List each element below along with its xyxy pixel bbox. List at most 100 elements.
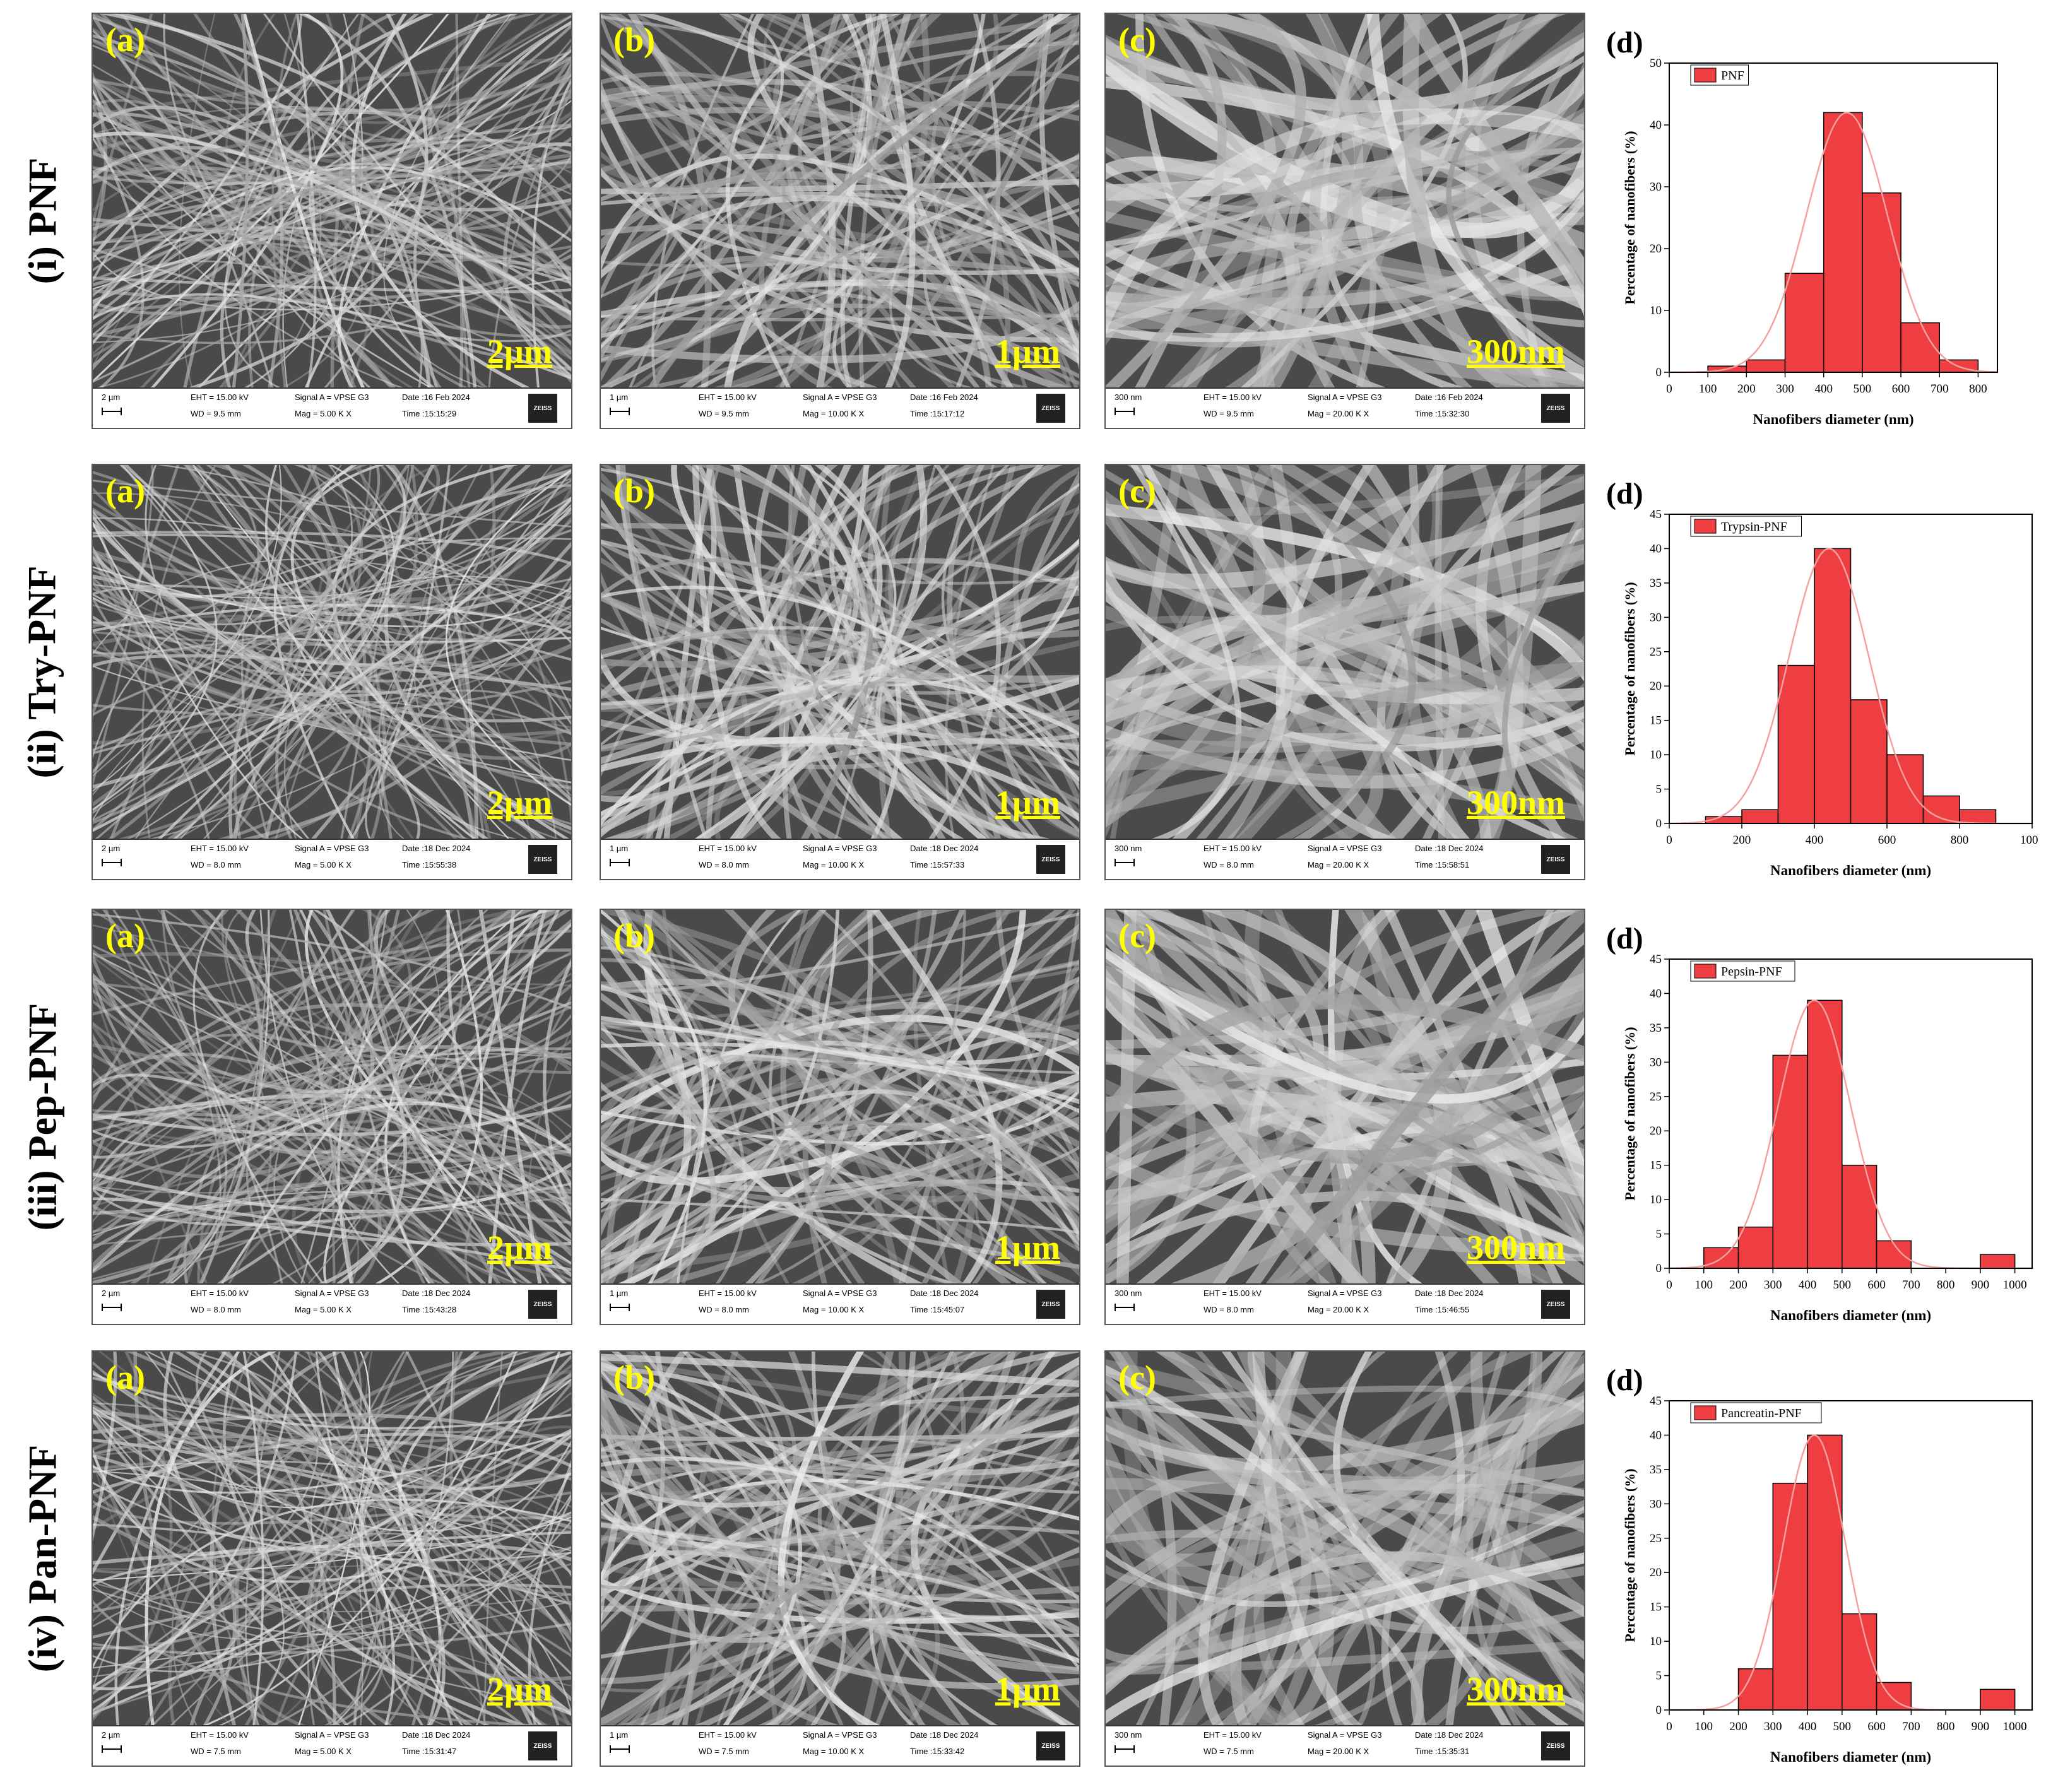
x-tick-label: 400 [1814,382,1833,396]
sem-info-signal: Signal A = VPSE G3 [295,1288,369,1298]
y-tick-label: 20 [1650,680,1662,693]
sem-info-eht: EHT = 15.00 kV [699,1288,757,1298]
sem-info-wd: WD = 9.5 mm [699,409,749,418]
y-tick-label: 50 [1650,57,1662,70]
sem-info-signal: Signal A = VPSE G3 [1308,844,1382,853]
x-tick-label: 900 [1972,1720,1990,1733]
sem-info-bar: 2 µm [102,844,121,853]
row-label-text: (i) PNF [20,157,64,285]
fiber-texture [93,910,571,1287]
plot-frame [1669,958,2033,1269]
sem-info-bar: 2 µm EHT = 15.00 kV WD = 7.5 mm Signal A = … [93,1725,571,1765]
sem-info-eht: EHT = 15.00 kV [1203,1288,1262,1298]
sem-info-wd: WD = 7.5 mm [191,1747,241,1756]
y-tick-label: 35 [1650,577,1662,590]
y-tick-label: 10 [1650,1635,1662,1648]
sem-image: (b) 1µm 1 µm EHT = 15.00 kV WD = 8.0 mm Signa… [600,909,1080,1325]
scale-bar-icon [1115,1745,1135,1753]
sem-info-mag: Mag = 10.00 K X [803,409,865,418]
sem-info-time: Time :15:33:42 [910,1747,965,1756]
zeiss-logo: ZEISS [528,394,557,423]
sem-image: (b) 1µm 1 µm EHT = 15.00 kV WD = 7.5 mm Signa… [600,1350,1080,1767]
sem-info-bar: 2 µm [102,1730,121,1740]
histogram-bar [1807,999,1843,1269]
legend-box [1690,516,1802,537]
histogram-bar [1980,1254,2016,1269]
sem-info-eht: EHT = 15.00 kV [191,1730,249,1740]
row-label: (i) PNF [14,13,71,429]
sem-info-signal: Signal A = VPSE G3 [1308,392,1382,402]
histogram-chart: (d) 0 100 200 300 400 500 600 700 800 900 1000 0 5 10 1… [1597,915,2038,1350]
zeiss-logo: ZEISS [1036,845,1065,874]
panel-letter: (a) [105,917,145,955]
sem-info-bar: 2 µm [102,1288,121,1298]
sem-info-wd: WD = 9.5 mm [191,409,241,418]
x-tick-label: 600 [1867,1720,1886,1733]
sem-image: (a) 2µm 2 µm EHT = 15.00 kV WD = 9.5 mm Signa… [92,13,572,429]
sem-info-eht: EHT = 15.00 kV [699,844,757,853]
x-tick-label: 100 [1699,382,1717,396]
plot-frame [1669,62,1998,373]
fiber-texture [1106,14,1584,391]
histogram-bar [1900,322,1940,373]
x-tick-label: 600 [1892,382,1910,396]
x-tick-label: 600 [1867,1278,1886,1292]
panel-letter: (c) [1118,21,1156,59]
sem-info-eht: EHT = 15.00 kV [1203,392,1262,402]
sem-info-eht: EHT = 15.00 kV [699,392,757,402]
sem-info-date: Date :16 Feb 2024 [1415,392,1483,402]
sem-info-bar: 1 µm [610,1730,629,1740]
panel-letter: (a) [105,21,145,59]
histogram-chart: (d) 0 100 200 300 400 500 600 700 800 900 1000 0 5 10 1… [1597,1357,2038,1792]
scale-bar-icon [1115,408,1135,415]
y-tick-label: 0 [1656,817,1662,830]
sem-image: (b) 1µm 1 µm EHT = 15.00 kV WD = 9.5 mm Signa… [600,13,1080,429]
x-tick-label: 1000 [2003,1720,2027,1733]
legend-swatch [1694,519,1717,534]
y-tick-label: 35 [1650,1463,1662,1477]
x-tick-label: 300 [1776,382,1794,396]
scale-bar-icon [102,1304,122,1311]
legend-swatch [1694,964,1717,979]
histogram-bar [1807,1434,1843,1711]
histogram-bar [1814,548,1852,824]
scale-bar-icon [610,859,630,866]
x-tick-label: 700 [1902,1278,1920,1292]
scale-bar-icon [610,1745,630,1753]
sem-info-time: Time :15:58:51 [1415,860,1470,869]
y-tick-label: 25 [1650,645,1662,659]
y-tick-label: 10 [1650,748,1662,762]
fiber-texture [601,465,1079,842]
panel-letter: (a) [105,1359,145,1396]
sem-info-time: Time :15:17:12 [910,409,965,418]
y-tick-label: 40 [1650,119,1662,132]
sem-info-signal: Signal A = VPSE G3 [803,1730,877,1740]
panel-letter: (c) [1118,917,1156,955]
y-tick-label: 5 [1656,1228,1662,1241]
sem-info-bar: 300 nm [1115,392,1142,402]
chart-svg: 0 100 200 300 400 500 600 700 800 0 10 20 30 40 50 Nano… [1622,57,1998,427]
histogram-bar [1823,112,1863,373]
scale-bar-icon [1115,1304,1135,1311]
scale-label: 2µm [487,333,552,370]
sem-info-time: Time :15:31:47 [402,1747,457,1756]
y-tick-label: 20 [1650,1124,1662,1138]
legend-label: Pancreatin-PNF [1721,1406,1802,1420]
sem-info-bar: 300 nm EHT = 15.00 kV WD = 8.0 mm Signal A … [1106,839,1584,879]
y-tick-label: 5 [1656,1670,1662,1683]
y-tick-label: 40 [1650,987,1662,1000]
legend-label: PNF [1721,69,1744,83]
y-axis-label: Percentage of nanofibers (%) [1622,1468,1638,1642]
histogram-bar [1741,809,1779,824]
x-tick-label: 200 [1733,834,1751,847]
sem-info-date: Date :18 Dec 2024 [402,1730,471,1740]
histogram-bar [1862,192,1901,373]
scale-label: 1µm [995,333,1060,370]
y-tick-label: 15 [1650,1601,1662,1614]
histogram-bar [1842,1613,1878,1711]
sem-info-mag: Mag = 20.00 K X [1308,1747,1369,1756]
sem-image: (c) 300nm 300 nm EHT = 15.00 kV WD = 7.5 mm S… [1104,1350,1585,1767]
x-tick-label: 800 [1951,834,1969,847]
sem-info-date: Date :18 Dec 2024 [910,1730,979,1740]
sem-info-mag: Mag = 10.00 K X [803,860,865,869]
